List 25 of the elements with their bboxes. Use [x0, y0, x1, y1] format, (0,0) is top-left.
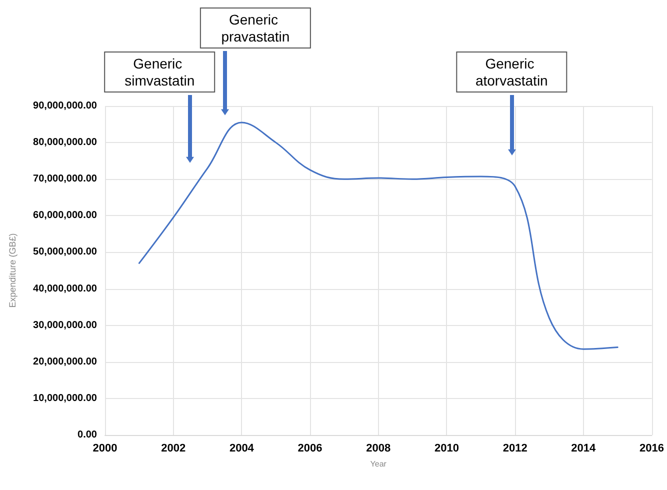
y-tick-label: 10,000,000.00 — [33, 392, 98, 404]
ref-line-label: Generic atorvastatin — [475, 56, 548, 88]
x-tick-label: 2000 — [92, 442, 118, 454]
y-tick-label: 0.00 — [78, 430, 98, 440]
y-tick-label: 40,000,000.00 — [33, 283, 98, 294]
x-tick-label: 2008 — [366, 442, 391, 454]
x-tick-label: 2006 — [298, 442, 322, 454]
x-tick-label: 2012 — [502, 442, 528, 454]
y-tick-label: 90,000,000.00 — [33, 100, 98, 112]
line-series — [138, 122, 618, 350]
ref-line-label: Generic simvastatin — [124, 56, 195, 88]
x-axis-title: Year — [370, 460, 387, 468]
y-tick-label: 50,000,000.00 — [33, 246, 98, 258]
y-tick-label: 80,000,000.00 — [33, 137, 98, 148]
x-tick-label: 2010 — [434, 442, 459, 454]
x-tick-label: 2014 — [571, 442, 597, 454]
y-tick-label: 30,000,000.00 — [33, 320, 98, 331]
x-tick-label: 2004 — [229, 442, 255, 454]
x-tick-label: 2002 — [161, 442, 186, 454]
y-tick-label: 70,000,000.00 — [33, 174, 98, 185]
x-tick-label: 2016 — [640, 442, 664, 454]
y-tick-label: 60,000,000.00 — [33, 210, 98, 222]
y-axis-title: Expenditure (GB£) — [8, 233, 18, 308]
ref-line-label: Generic pravastatin — [221, 12, 290, 44]
y-tick-label: 20,000,000.00 — [33, 356, 98, 368]
